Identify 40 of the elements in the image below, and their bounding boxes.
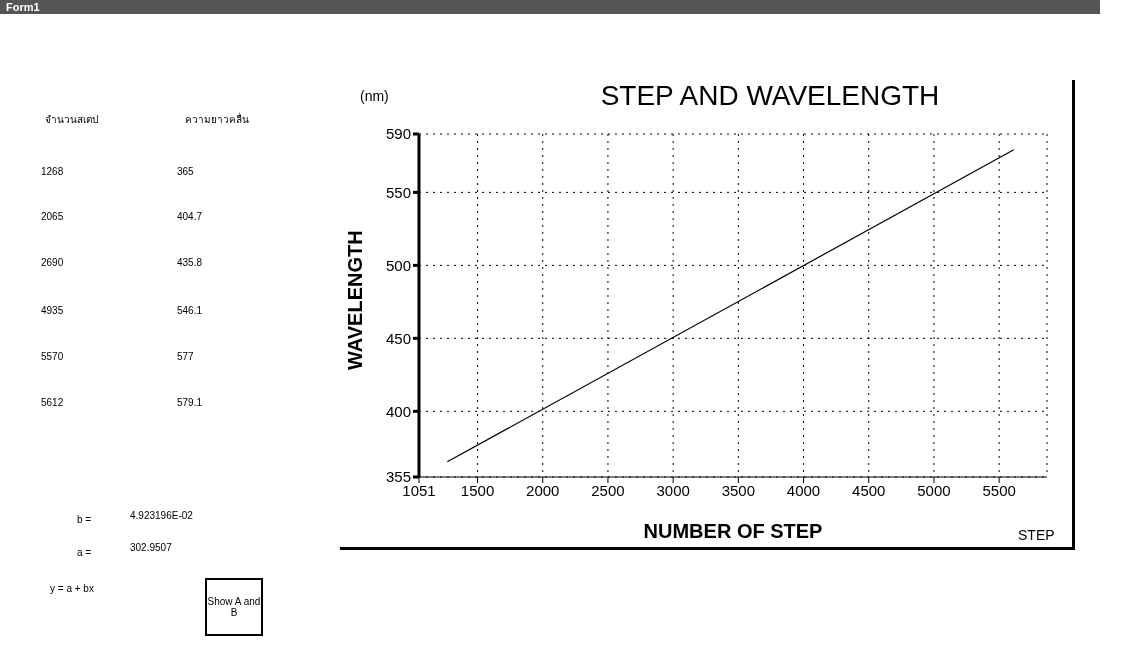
- y-tick-label: 500: [385, 256, 411, 274]
- x-tick-label: 3000: [656, 481, 690, 499]
- text: 4935: [41, 305, 64, 316]
- y-tick-label: 400: [385, 402, 411, 420]
- text: 5612: [41, 397, 64, 408]
- text: STEP: [1018, 527, 1055, 543]
- x-tick-label: 2500: [591, 481, 625, 499]
- x-axis-title: NUMBER OF STEP: [643, 520, 823, 542]
- x-tick-label: 5000: [917, 481, 951, 499]
- text: 4.923196E-02: [130, 510, 193, 521]
- x-tick-label: 1500: [460, 481, 495, 499]
- y-tick-label: 590: [385, 125, 411, 143]
- y-tick-label: 550: [385, 183, 411, 201]
- chart-title: STEP AND WAVELENGTH: [599, 80, 941, 112]
- x-tick-label: 5500: [982, 481, 1016, 499]
- y-axis-title: WAVELENGTH: [344, 230, 367, 370]
- text: 2065: [41, 211, 64, 222]
- text: 2690: [41, 257, 64, 268]
- text: 435.8: [177, 257, 203, 268]
- text: 365: [177, 166, 194, 177]
- text: a =: [77, 547, 92, 558]
- text: (nm): [360, 88, 389, 104]
- text: 302.9507: [130, 542, 172, 553]
- text: 546.1: [177, 305, 203, 316]
- text: 5570: [41, 351, 64, 362]
- x-tick-label: 3500: [721, 481, 756, 499]
- text: Form1: [6, 1, 40, 13]
- text: จำนวนสเตป: [45, 113, 98, 127]
- text: 1268: [41, 166, 64, 177]
- x-tick-label: 2000: [526, 481, 560, 499]
- text: 404.7: [177, 211, 203, 222]
- x-tick-label: 4000: [786, 481, 821, 499]
- text: y = a + bx: [50, 583, 94, 594]
- text: ความยาวคลื่น: [185, 112, 249, 127]
- text: b =: [77, 514, 92, 525]
- y-tick-label: 450: [385, 329, 411, 347]
- x-tick-label: 4500: [852, 481, 886, 499]
- text: 579.1: [177, 397, 203, 408]
- text: 577: [177, 351, 194, 362]
- show-button: Show A and B: [205, 578, 263, 636]
